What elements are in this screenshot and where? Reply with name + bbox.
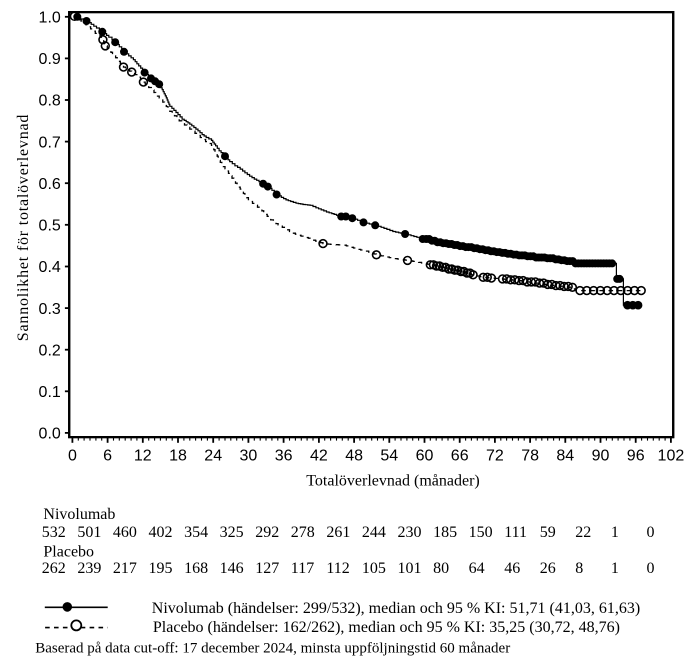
svg-text:42: 42 bbox=[310, 447, 328, 464]
svg-text:0.6: 0.6 bbox=[39, 176, 61, 193]
svg-text:6: 6 bbox=[103, 447, 112, 464]
svg-text:101: 101 bbox=[398, 560, 422, 577]
svg-text:185: 185 bbox=[433, 524, 457, 541]
svg-text:117: 117 bbox=[291, 560, 314, 577]
svg-text:111: 111 bbox=[504, 524, 527, 541]
svg-text:168: 168 bbox=[184, 560, 208, 577]
svg-text:501: 501 bbox=[77, 524, 101, 541]
svg-text:112: 112 bbox=[326, 560, 349, 577]
svg-text:96: 96 bbox=[627, 447, 645, 464]
svg-text:217: 217 bbox=[113, 560, 137, 577]
svg-text:12: 12 bbox=[134, 447, 152, 464]
svg-text:Nivolumab (händelser: 299/532): Nivolumab (händelser: 299/532), median o… bbox=[152, 600, 640, 617]
svg-text:22: 22 bbox=[575, 524, 591, 541]
svg-text:262: 262 bbox=[42, 560, 66, 577]
svg-text:0.5: 0.5 bbox=[39, 218, 61, 235]
svg-text:1.0: 1.0 bbox=[39, 10, 61, 27]
svg-text:1: 1 bbox=[611, 560, 619, 577]
svg-text:Totalöverlevnad (månader): Totalöverlevnad (månader) bbox=[306, 472, 479, 489]
svg-text:48: 48 bbox=[345, 447, 363, 464]
svg-text:66: 66 bbox=[451, 447, 469, 464]
svg-text:80: 80 bbox=[433, 560, 449, 577]
svg-text:402: 402 bbox=[149, 524, 173, 541]
svg-text:261: 261 bbox=[326, 524, 350, 541]
svg-text:0.9: 0.9 bbox=[39, 51, 61, 68]
svg-text:46: 46 bbox=[504, 560, 520, 577]
svg-text:26: 26 bbox=[540, 560, 556, 577]
svg-text:0.8: 0.8 bbox=[39, 93, 61, 110]
svg-text:0: 0 bbox=[647, 560, 655, 577]
svg-text:325: 325 bbox=[220, 524, 244, 541]
svg-text:292: 292 bbox=[255, 524, 279, 541]
svg-text:Sannolikhet för totalöverlevna: Sannolikhet för totalöverlevnad bbox=[15, 114, 32, 341]
svg-text:84: 84 bbox=[556, 447, 574, 464]
svg-text:0.7: 0.7 bbox=[39, 134, 61, 151]
svg-text:90: 90 bbox=[592, 447, 610, 464]
svg-text:60: 60 bbox=[416, 447, 434, 464]
svg-text:36: 36 bbox=[275, 447, 293, 464]
svg-text:354: 354 bbox=[184, 524, 208, 541]
svg-text:0.0: 0.0 bbox=[39, 426, 61, 443]
svg-text:239: 239 bbox=[77, 560, 101, 577]
svg-text:127: 127 bbox=[255, 560, 279, 577]
svg-text:0: 0 bbox=[647, 524, 655, 541]
svg-text:64: 64 bbox=[469, 560, 485, 577]
svg-text:102: 102 bbox=[658, 447, 685, 464]
svg-text:Placebo: Placebo bbox=[43, 544, 94, 561]
svg-text:78: 78 bbox=[521, 447, 539, 464]
svg-text:72: 72 bbox=[486, 447, 504, 464]
svg-text:0.2: 0.2 bbox=[39, 342, 61, 359]
svg-text:8: 8 bbox=[575, 560, 583, 577]
svg-text:195: 195 bbox=[149, 560, 173, 577]
svg-text:Baserad på data cut-off: 17 de: Baserad på data cut-off: 17 december 202… bbox=[35, 641, 510, 657]
svg-text:532: 532 bbox=[42, 524, 66, 541]
svg-text:Nivolumab: Nivolumab bbox=[43, 506, 115, 523]
svg-text:54: 54 bbox=[380, 447, 398, 464]
svg-text:0.1: 0.1 bbox=[39, 384, 61, 401]
svg-text:59: 59 bbox=[540, 524, 556, 541]
svg-text:1: 1 bbox=[611, 524, 619, 541]
svg-text:105: 105 bbox=[362, 560, 386, 577]
svg-text:278: 278 bbox=[291, 524, 315, 541]
svg-text:146: 146 bbox=[220, 560, 244, 577]
svg-text:18: 18 bbox=[169, 447, 187, 464]
svg-text:230: 230 bbox=[398, 524, 422, 541]
svg-text:150: 150 bbox=[469, 524, 493, 541]
svg-text:244: 244 bbox=[362, 524, 386, 541]
svg-text:460: 460 bbox=[113, 524, 137, 541]
svg-text:Placebo (händelser: 162/262),: Placebo (händelser: 162/262), median och… bbox=[153, 619, 620, 636]
svg-text:0.4: 0.4 bbox=[39, 259, 61, 276]
svg-text:0: 0 bbox=[68, 447, 77, 464]
svg-text:0.3: 0.3 bbox=[39, 301, 61, 318]
svg-text:30: 30 bbox=[240, 447, 258, 464]
svg-text:24: 24 bbox=[204, 447, 222, 464]
